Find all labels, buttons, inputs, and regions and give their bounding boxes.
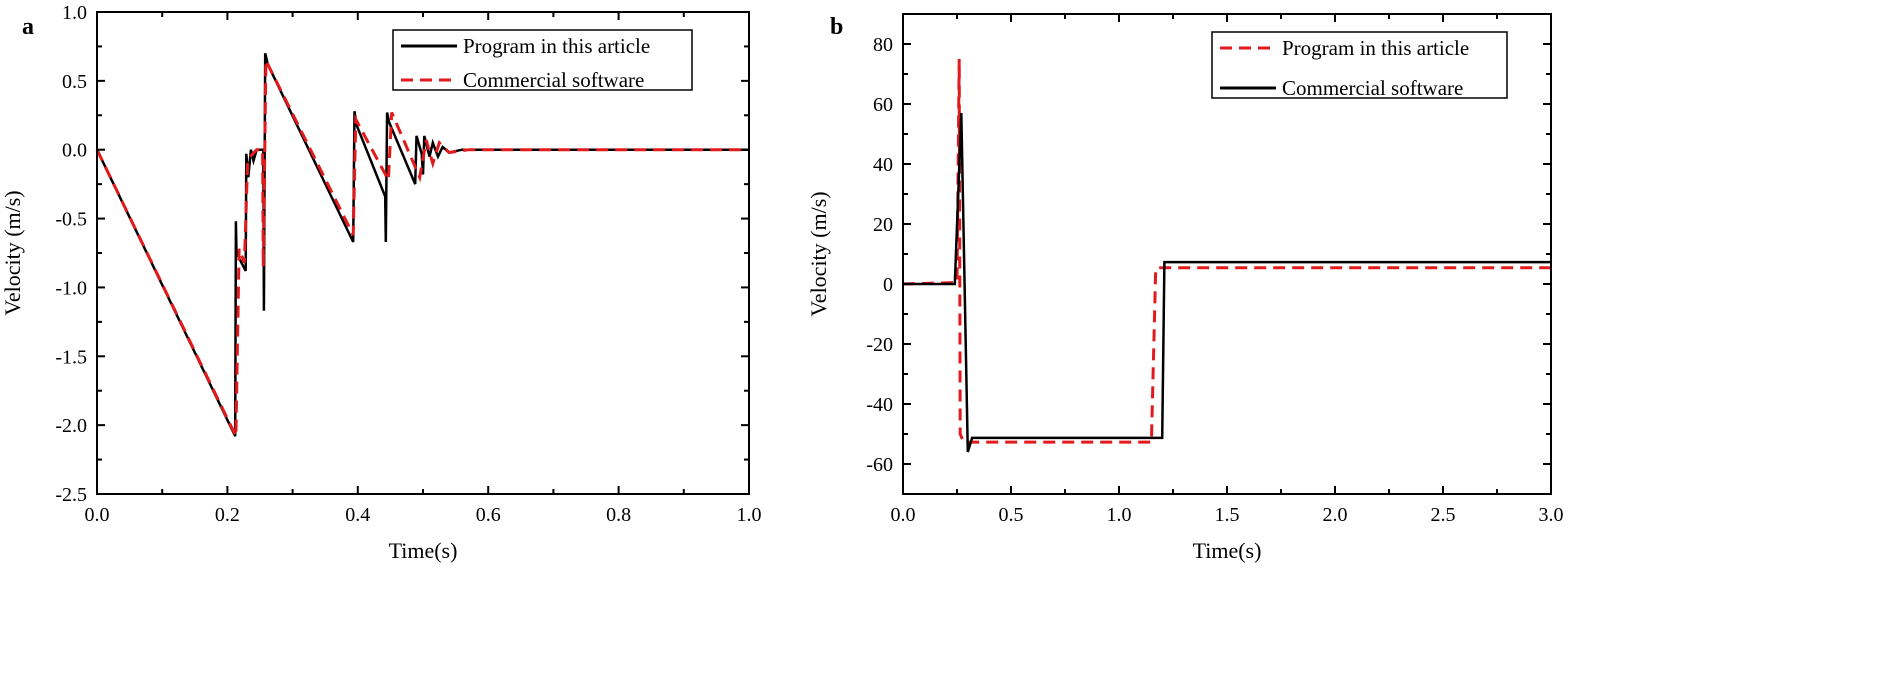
series-line-1 [903,112,1551,453]
y-axis-label: Velocity (m/s) [806,191,831,316]
y-tick-label: -40 [866,394,893,416]
x-tick-label: 0.0 [891,504,916,526]
y-tick-label: 0.5 [62,71,87,93]
legend-label-1: Commercial software [1282,76,1463,100]
y-tick-label: -60 [866,454,893,476]
x-tick-label: 0.6 [476,504,501,526]
x-tick-label: 1.0 [1107,504,1132,526]
legend-label-0: Program in this article [1282,36,1469,60]
y-tick-label: -2.5 [55,484,87,506]
y-tick-label: -0.5 [55,209,87,231]
panel-letter: a [22,14,34,40]
x-tick-label: 0.2 [215,504,240,526]
legend: Program in this article Commercial softwa… [392,29,693,92]
y-tick-label: 0 [883,274,893,296]
y-tick-label: -1.0 [55,277,87,299]
series-line-1 [95,59,749,437]
x-tick-label: 0.0 [85,504,110,526]
x-tick-label: 1.5 [1215,504,1240,526]
legend-label-1: Commercial software [463,68,644,92]
x-tick-label: 1.0 [737,504,762,526]
x-tick-label: 3.0 [1539,504,1564,526]
panel-b: 0.0 0.5 1.0 1.5 2.0 2.5 3.0 80 60 40 20 0 -20 -40 -60 T… [806,13,1564,563]
y-tick-label: 20 [873,214,893,236]
y-axis-label: Velocity (m/s) [0,190,25,315]
y-tick-label: 1.0 [62,2,87,24]
y-tick-label: -2.0 [55,415,87,437]
y-tick-label: 60 [873,94,893,116]
series-line-0 [902,58,1551,444]
series-line-0 [95,53,749,437]
x-axis-label: Time(s) [389,538,458,563]
y-tick-label: -20 [866,334,893,356]
y-tick-label: 80 [873,34,893,56]
x-tick-label: 0.5 [999,504,1024,526]
y-tick-label: -1.5 [55,346,87,368]
x-tick-label: 2.5 [1431,504,1456,526]
x-tick-label: 0.4 [345,504,370,526]
panel-letter: b [830,14,843,40]
legend: Program in this article Commercial softwa… [1211,31,1508,100]
y-tick-label: 40 [873,154,893,176]
legend-label-0: Program in this article [463,34,650,58]
panel-a: 0.0 0.2 0.4 0.6 0.8 1.0 1.0 0.5 0.0 -0.5 -1.0 -1.5 -… [0,2,762,563]
x-tick-label: 2.0 [1323,504,1348,526]
x-tick-label: 0.8 [606,504,631,526]
x-axis-label: Time(s) [1193,538,1262,563]
y-tick-label: 0.0 [62,140,87,162]
